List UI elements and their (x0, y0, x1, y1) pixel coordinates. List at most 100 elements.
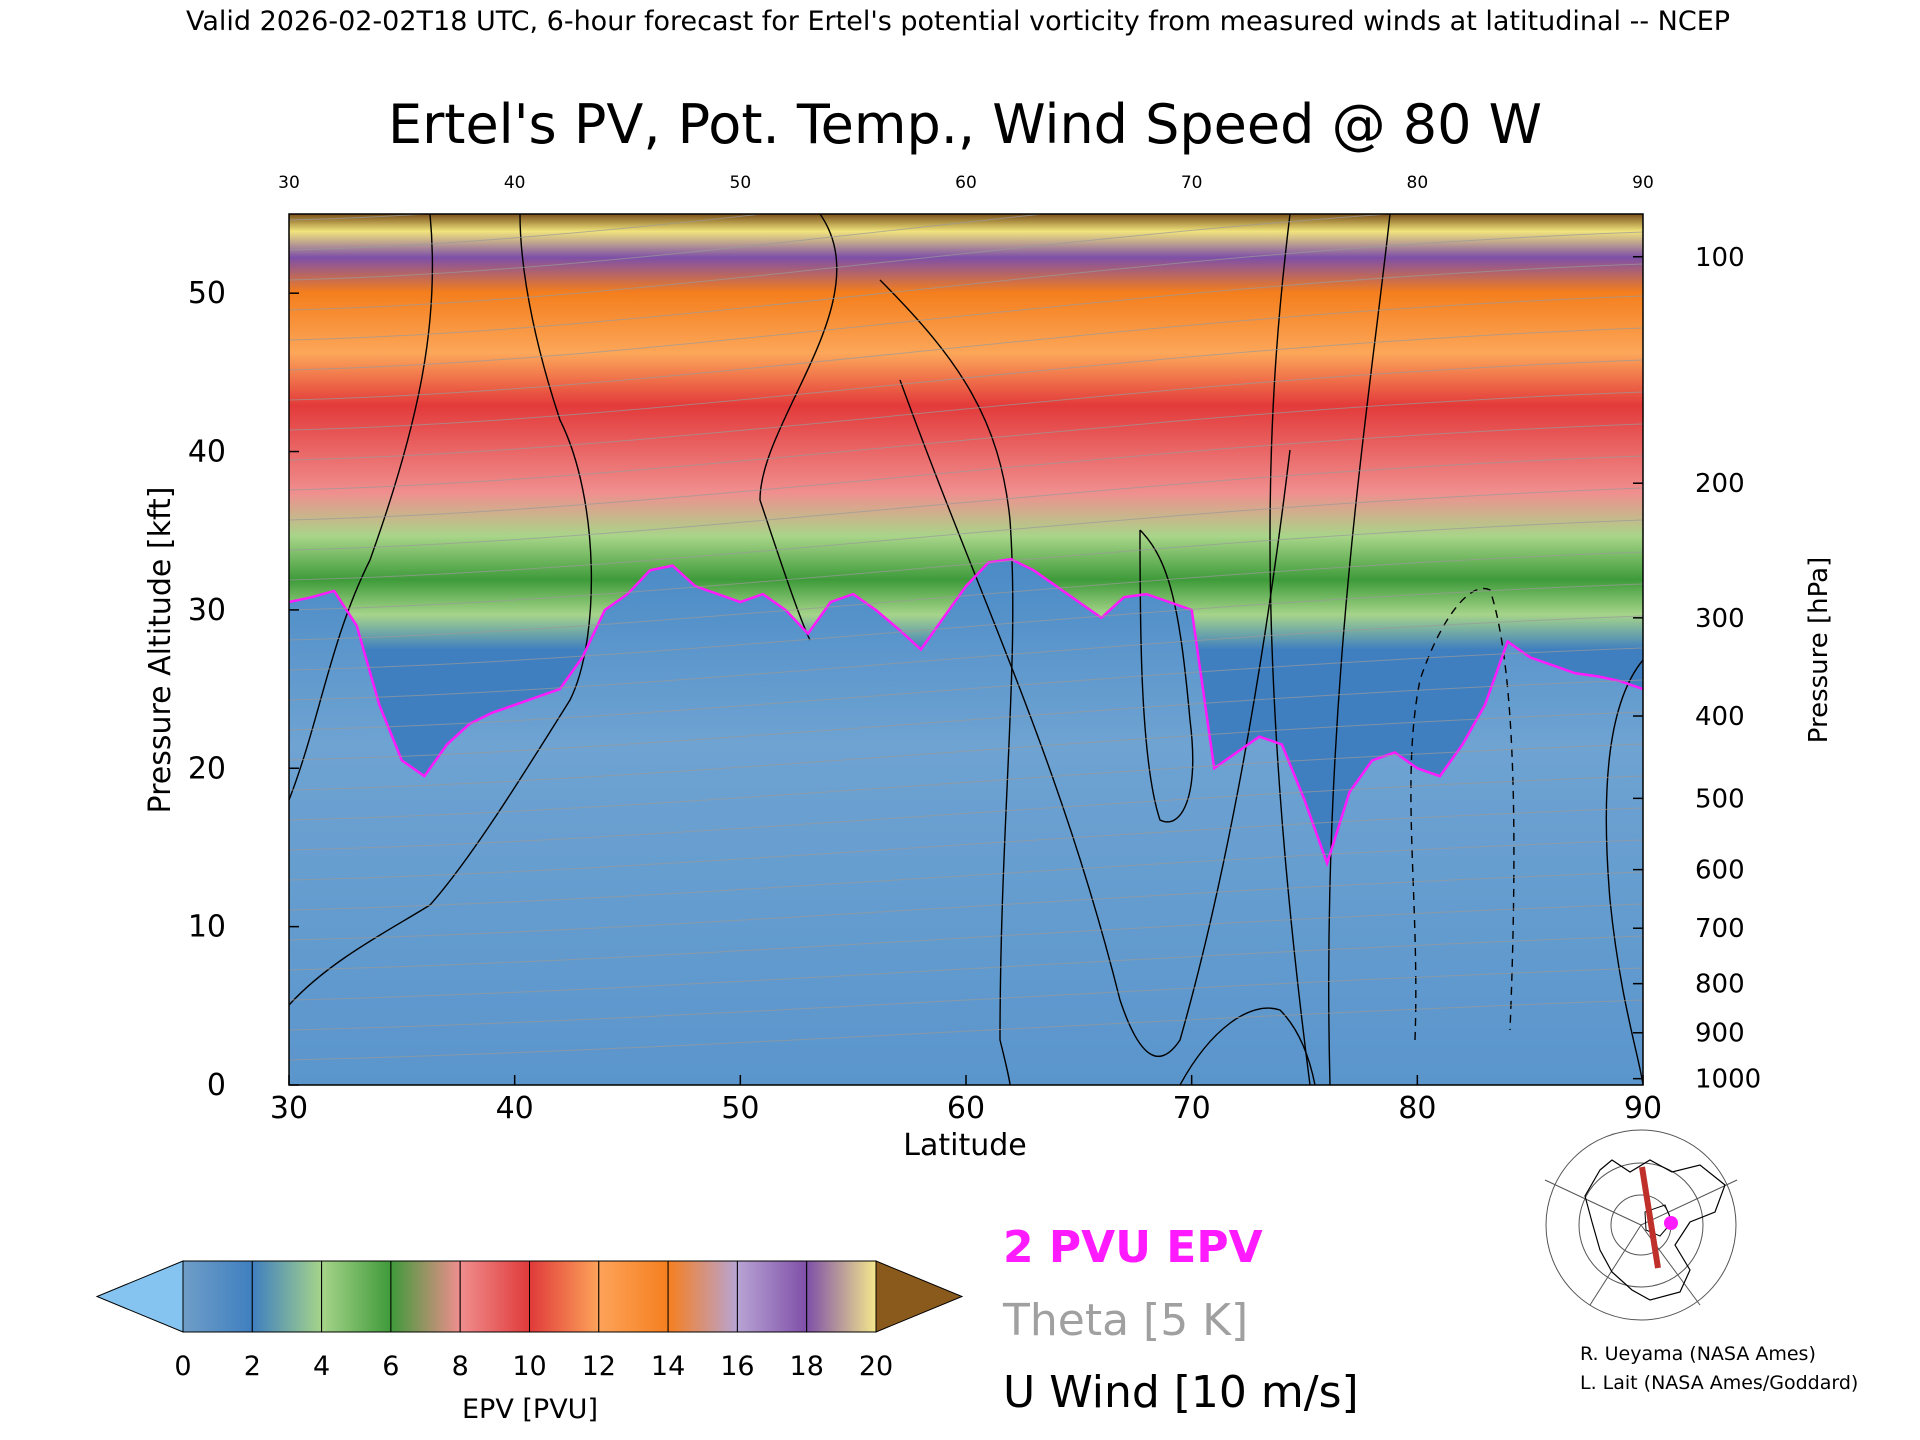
troposphere-field (289, 559, 1643, 1085)
colorbar-tick-label: 14 (651, 1351, 685, 1382)
colorbar-bin (529, 1260, 600, 1333)
colorbar-bin (251, 1260, 323, 1333)
theta-contour (289, 679, 1643, 761)
colorbar-bin (321, 1260, 392, 1333)
pressure-tick-label: 900 (1695, 1019, 1745, 1049)
colorbar-bin (459, 1260, 531, 1333)
pressure-tick-label: 700 (1695, 914, 1745, 944)
x-axis-title: Latitude (903, 1128, 1026, 1163)
theta-contour (289, 295, 1643, 401)
theta-contour (289, 455, 1643, 551)
legend-epv: 2 PVU EPV (1003, 1222, 1263, 1273)
two-pvu-contour (289, 557, 1643, 868)
credit-line-1: R. Ueyama (NASA Ames) (1580, 1343, 1816, 1365)
legend: 2 PVU EPV Theta [5 K] U Wind [10 m/s] (1002, 1222, 1359, 1418)
colorbar-tick-label: 6 (382, 1351, 399, 1382)
colorbar-tick-label: 0 (174, 1351, 191, 1382)
colorbar-bin (667, 1260, 738, 1333)
valid-line: Valid 2026-02-02T18 UTC, 6-hour forecast… (186, 6, 1730, 37)
colorbar-bin (390, 1260, 461, 1333)
plot-area (289, 214, 1643, 1085)
x-top-tick-label: 70 (1181, 173, 1203, 193)
cross-section-line (1639, 1166, 1661, 1269)
theta-contour (289, 231, 1643, 341)
legend-theta: Theta [5 K] (1002, 1295, 1248, 1346)
colorbar-tick-label: 16 (720, 1351, 754, 1382)
theta-contour (289, 214, 1396, 311)
y-tick-label: 20 (188, 751, 226, 786)
x-tick-label: 40 (496, 1091, 534, 1126)
u-wind-contour (289, 214, 593, 1006)
theta-contour (289, 214, 1048, 281)
u-wind-contours (289, 214, 1643, 1085)
colorbar-low-extension (95, 1260, 184, 1333)
u-wind-contour (1605, 659, 1643, 1085)
pressure-tick-label: 100 (1695, 243, 1745, 273)
colorbar-tick-label: 12 (582, 1351, 616, 1382)
colorbar-tick-label: 18 (790, 1351, 824, 1382)
colorbar-tick-label: 4 (313, 1351, 330, 1382)
y-axis-left: 0 10 20 30 40 50 (188, 276, 299, 1103)
theta-contour (289, 903, 1643, 971)
theta-contour (289, 391, 1643, 491)
theta-contour (289, 839, 1643, 911)
colorbar-bin (806, 1260, 877, 1333)
theta-contour (289, 423, 1643, 521)
colorbar-tick-label: 8 (452, 1351, 469, 1382)
theta-contour (289, 359, 1643, 461)
y-axis-title-right: Pressure [hPa] (1804, 557, 1834, 744)
y-tick-label: 0 (207, 1068, 226, 1103)
x-tick-label: 70 (1173, 1091, 1211, 1126)
pressure-tick-label: 600 (1695, 856, 1745, 886)
x-tick-label: 90 (1624, 1091, 1662, 1126)
theta-contour (289, 583, 1643, 671)
locator-map (1542, 1129, 1740, 1321)
pressure-tick-label: 800 (1695, 970, 1745, 1000)
u-wind-contour (1179, 1007, 1316, 1085)
x-axis-top: 30 40 50 60 70 80 90 (278, 173, 1654, 193)
pressure-tick-label: 500 (1695, 784, 1745, 814)
pressure-tick-label: 300 (1695, 604, 1745, 634)
x-axis-bottom: 30 40 50 60 70 80 90 (270, 1075, 1662, 1126)
coastline-outline (1584, 1159, 1726, 1301)
theta-contour (289, 327, 1643, 431)
u-wind-contour (899, 379, 1291, 1057)
x-top-tick-label: 80 (1407, 173, 1429, 193)
pressure-tick-label: 400 (1695, 702, 1745, 732)
theta-contour (289, 935, 1643, 1001)
x-tick-label: 50 (721, 1091, 759, 1126)
y-axis-title-left: Pressure Altitude [kft] (143, 487, 178, 814)
theta-contour (289, 711, 1643, 791)
theta-contour (289, 519, 1643, 611)
y-tick-label: 10 (188, 910, 226, 945)
theta-contour (289, 615, 1643, 701)
x-top-tick-label: 60 (955, 173, 977, 193)
colorbar-bin (736, 1260, 808, 1333)
colorbar-high-extension (875, 1260, 964, 1333)
x-top-tick-label: 30 (278, 173, 300, 193)
y-tick-label: 40 (188, 435, 226, 470)
colorbar-tick-label: 10 (512, 1351, 546, 1382)
theta-contour (289, 263, 1643, 371)
colorbar-bin (598, 1260, 669, 1333)
u-wind-contour (1139, 529, 1194, 823)
u-wind-contour (1410, 587, 1515, 1041)
theta-contour (289, 807, 1643, 881)
location-marker (1664, 1216, 1678, 1230)
u-wind-contour (1269, 214, 1311, 1085)
y-tick-label: 30 (188, 593, 226, 628)
colorbar-tick-label: 20 (859, 1351, 893, 1382)
theta-contour (289, 871, 1643, 941)
x-tick-label: 60 (947, 1091, 985, 1126)
x-tick-label: 30 (270, 1091, 308, 1126)
legend-u-wind: U Wind [10 m/s] (1003, 1367, 1359, 1418)
theta-contour (289, 487, 1643, 581)
x-top-tick-label: 90 (1632, 173, 1654, 193)
x-tick-label: 80 (1398, 1091, 1436, 1126)
theta-contour (289, 647, 1643, 731)
y-tick-label: 50 (188, 276, 226, 311)
credit-line-2: L. Lait (NASA Ames/Goddard) (1580, 1372, 1858, 1394)
colorbar-bin (182, 1260, 253, 1333)
x-top-tick-label: 50 (730, 173, 752, 193)
